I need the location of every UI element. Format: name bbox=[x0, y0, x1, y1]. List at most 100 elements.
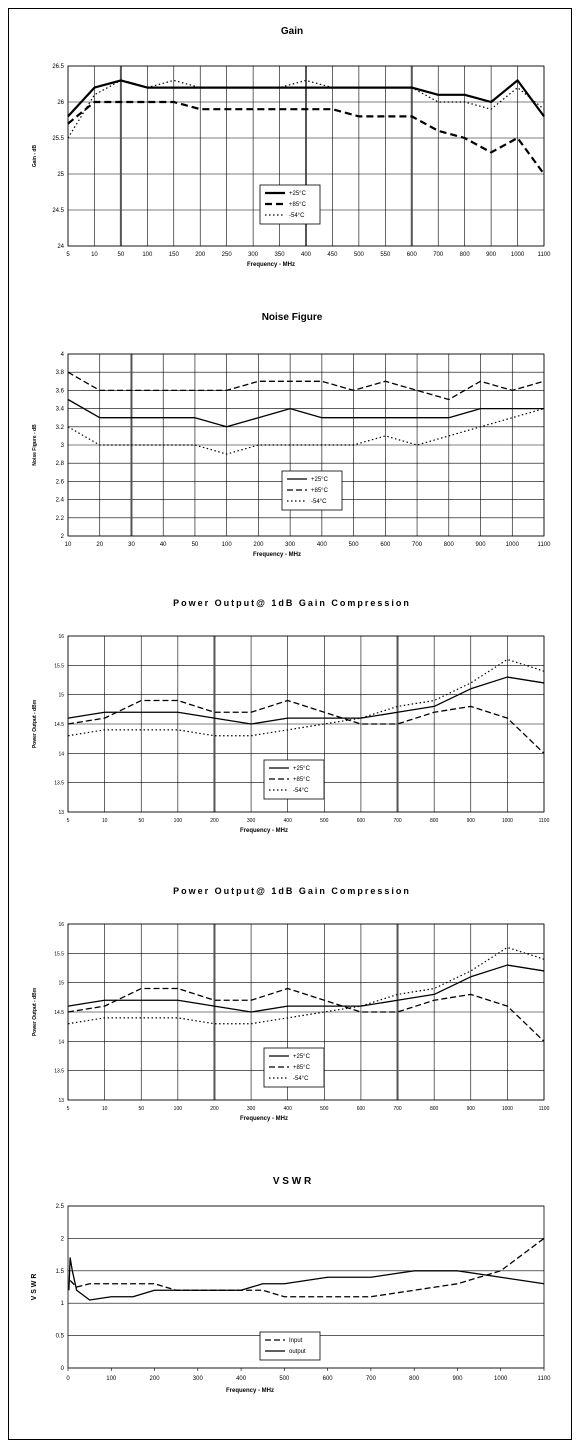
power-output-plot-2: 16 15.5 15 14.5 14 13.5 135 10 50 100 200 300 400 500… bbox=[32, 922, 550, 1122]
vswr-chart: V S W R 2.5 2 1.5 1 0.5 0 0 100 200 300 400 500 600 7… bbox=[24, 1170, 560, 1430]
legend-label: +25°C bbox=[293, 1054, 311, 1060]
y-tick-label: 3.4 bbox=[56, 407, 65, 413]
y-axis-label: Noise Figure - dB bbox=[32, 424, 38, 466]
y-tick-label: 2 bbox=[61, 534, 65, 540]
legend-label: -54°C bbox=[293, 1076, 309, 1082]
chart-title: Power Output@ 1dB Gain Compression bbox=[173, 886, 411, 896]
y-tick-label: 25 bbox=[57, 172, 64, 178]
x-tick-label: 400 bbox=[284, 1106, 293, 1112]
x-tick-label: 50 bbox=[138, 818, 144, 824]
y-tick-label: 1 bbox=[61, 1301, 65, 1307]
x-tick-label: 10 bbox=[91, 252, 98, 258]
x-tick-label: 200 bbox=[150, 1376, 161, 1382]
x-axis-label: Frequency - MHz bbox=[253, 552, 301, 558]
gain-chart: Gain 26.5 26 25.5 25 24.5 24 5 10 50 100 150 200 250… bbox=[24, 20, 560, 290]
x-tick-label: 550 bbox=[380, 252, 391, 258]
plot-frame bbox=[67, 65, 545, 247]
x-tick-label: 600 bbox=[323, 1376, 334, 1382]
x-tick-label: 200 bbox=[210, 1106, 219, 1112]
x-tick-label: 1100 bbox=[538, 252, 552, 258]
legend-label: -54°C bbox=[293, 788, 309, 794]
plot-frame bbox=[67, 353, 545, 537]
x-tick-label: 800 bbox=[460, 252, 471, 258]
y-tick-label: 26.5 bbox=[52, 64, 64, 70]
x-tick-label: 800 bbox=[444, 542, 455, 548]
y-axis-label: Power Output - dBm bbox=[32, 987, 38, 1036]
y-tick-label: 2 bbox=[61, 1236, 65, 1242]
power-output-chart-1: Power Output@ 1dB Gain Compression 16 15.… bbox=[24, 592, 560, 870]
y-tick-label: 3.6 bbox=[56, 388, 65, 394]
page-frame bbox=[8, 8, 572, 1440]
x-tick-label: 500 bbox=[320, 818, 329, 824]
legend-label: -54°C bbox=[289, 213, 305, 219]
x-tick-label: 400 bbox=[284, 818, 293, 824]
y-tick-label: 24 bbox=[57, 244, 64, 250]
x-tick-label: 700 bbox=[366, 1376, 377, 1382]
x-tick-label: 1100 bbox=[538, 542, 552, 548]
legend-label: +25°C bbox=[289, 191, 307, 197]
x-axis-label: Frequency - MHz bbox=[240, 1116, 288, 1122]
x-tick-label: 20 bbox=[96, 542, 103, 548]
x-tick-label: 5 bbox=[66, 252, 70, 258]
y-tick-label: 1.5 bbox=[56, 1269, 65, 1275]
plot-frame bbox=[67, 1205, 545, 1369]
y-tick-label: 13 bbox=[58, 1098, 64, 1104]
x-tick-label: 800 bbox=[430, 1106, 439, 1112]
legend-label: output bbox=[289, 1349, 306, 1355]
x-tick-label: 700 bbox=[393, 1106, 402, 1112]
y-tick-label: 24.5 bbox=[52, 208, 64, 214]
noise-figure-chart: Noise Figure 4 3.8 3.6 3.4 3.2 3 2.8 2.6 2.4 2.2 2… bbox=[24, 306, 560, 576]
x-tick-label: 300 bbox=[248, 252, 259, 258]
gain-plot: 26.5 26 25.5 25 24.5 245 10 50 100 150 200 250 300 35… bbox=[32, 64, 552, 268]
y-tick-label: 3.2 bbox=[56, 425, 65, 431]
x-tick-label: 800 bbox=[430, 818, 439, 824]
x-tick-label: 600 bbox=[357, 1106, 366, 1112]
x-tick-label: 900 bbox=[467, 1106, 476, 1112]
x-tick-label: 600 bbox=[357, 818, 366, 824]
x-tick-label: 50 bbox=[138, 1106, 144, 1112]
y-tick-label: 2.4 bbox=[56, 498, 65, 504]
x-tick-label: 1100 bbox=[538, 1376, 552, 1382]
x-tick-label: 1000 bbox=[502, 818, 513, 824]
x-tick-label: 300 bbox=[285, 542, 296, 548]
y-tick-label: 0 bbox=[61, 1366, 65, 1372]
x-tick-label: 0 bbox=[66, 1376, 70, 1382]
y-tick-label: 3 bbox=[61, 443, 65, 449]
y-tick-label: 0.5 bbox=[56, 1334, 65, 1340]
series-line bbox=[67, 398, 544, 428]
x-tick-label: 100 bbox=[142, 252, 153, 258]
x-tick-label: 700 bbox=[412, 542, 423, 548]
y-tick-label: 15.5 bbox=[54, 663, 64, 669]
y-tick-label: 2.2 bbox=[56, 516, 65, 522]
x-tick-label: 600 bbox=[407, 252, 418, 258]
x-tick-label: 300 bbox=[247, 1106, 256, 1112]
legend-label: -54°C bbox=[311, 499, 327, 505]
series-line bbox=[67, 408, 545, 455]
x-tick-label: 600 bbox=[380, 542, 391, 548]
y-tick-label: 16 bbox=[58, 922, 64, 928]
y-tick-label: 14 bbox=[58, 751, 64, 757]
x-tick-label: 1100 bbox=[539, 818, 550, 824]
legend-label: +85°C bbox=[311, 488, 329, 494]
x-tick-label: 400 bbox=[301, 252, 312, 258]
x-tick-label: 50 bbox=[192, 542, 199, 548]
y-tick-label: 14.5 bbox=[54, 722, 64, 728]
x-tick-label: 450 bbox=[327, 252, 338, 258]
x-tick-label: 30 bbox=[128, 542, 135, 548]
chart-title: Power Output@ 1dB Gain Compression bbox=[173, 598, 411, 608]
x-tick-label: 1000 bbox=[511, 252, 525, 258]
x-tick-label: 10 bbox=[65, 542, 72, 548]
series-line bbox=[67, 100, 545, 175]
x-tick-label: 400 bbox=[317, 542, 328, 548]
series-line bbox=[67, 699, 545, 754]
x-tick-label: 500 bbox=[320, 1106, 329, 1112]
y-axis-label: Power Output - dBm bbox=[32, 699, 38, 748]
y-axis-label: V S W R bbox=[31, 1274, 38, 1301]
y-tick-label: 3.8 bbox=[56, 370, 65, 376]
x-tick-label: 800 bbox=[409, 1376, 420, 1382]
power-output-chart-2: Power Output@ 1dB Gain Compression 16 15.… bbox=[24, 880, 560, 1158]
y-tick-label: 26 bbox=[57, 100, 64, 106]
legend-label: Input bbox=[289, 1338, 303, 1344]
series-line bbox=[67, 964, 545, 1013]
x-tick-label: 1000 bbox=[494, 1376, 508, 1382]
